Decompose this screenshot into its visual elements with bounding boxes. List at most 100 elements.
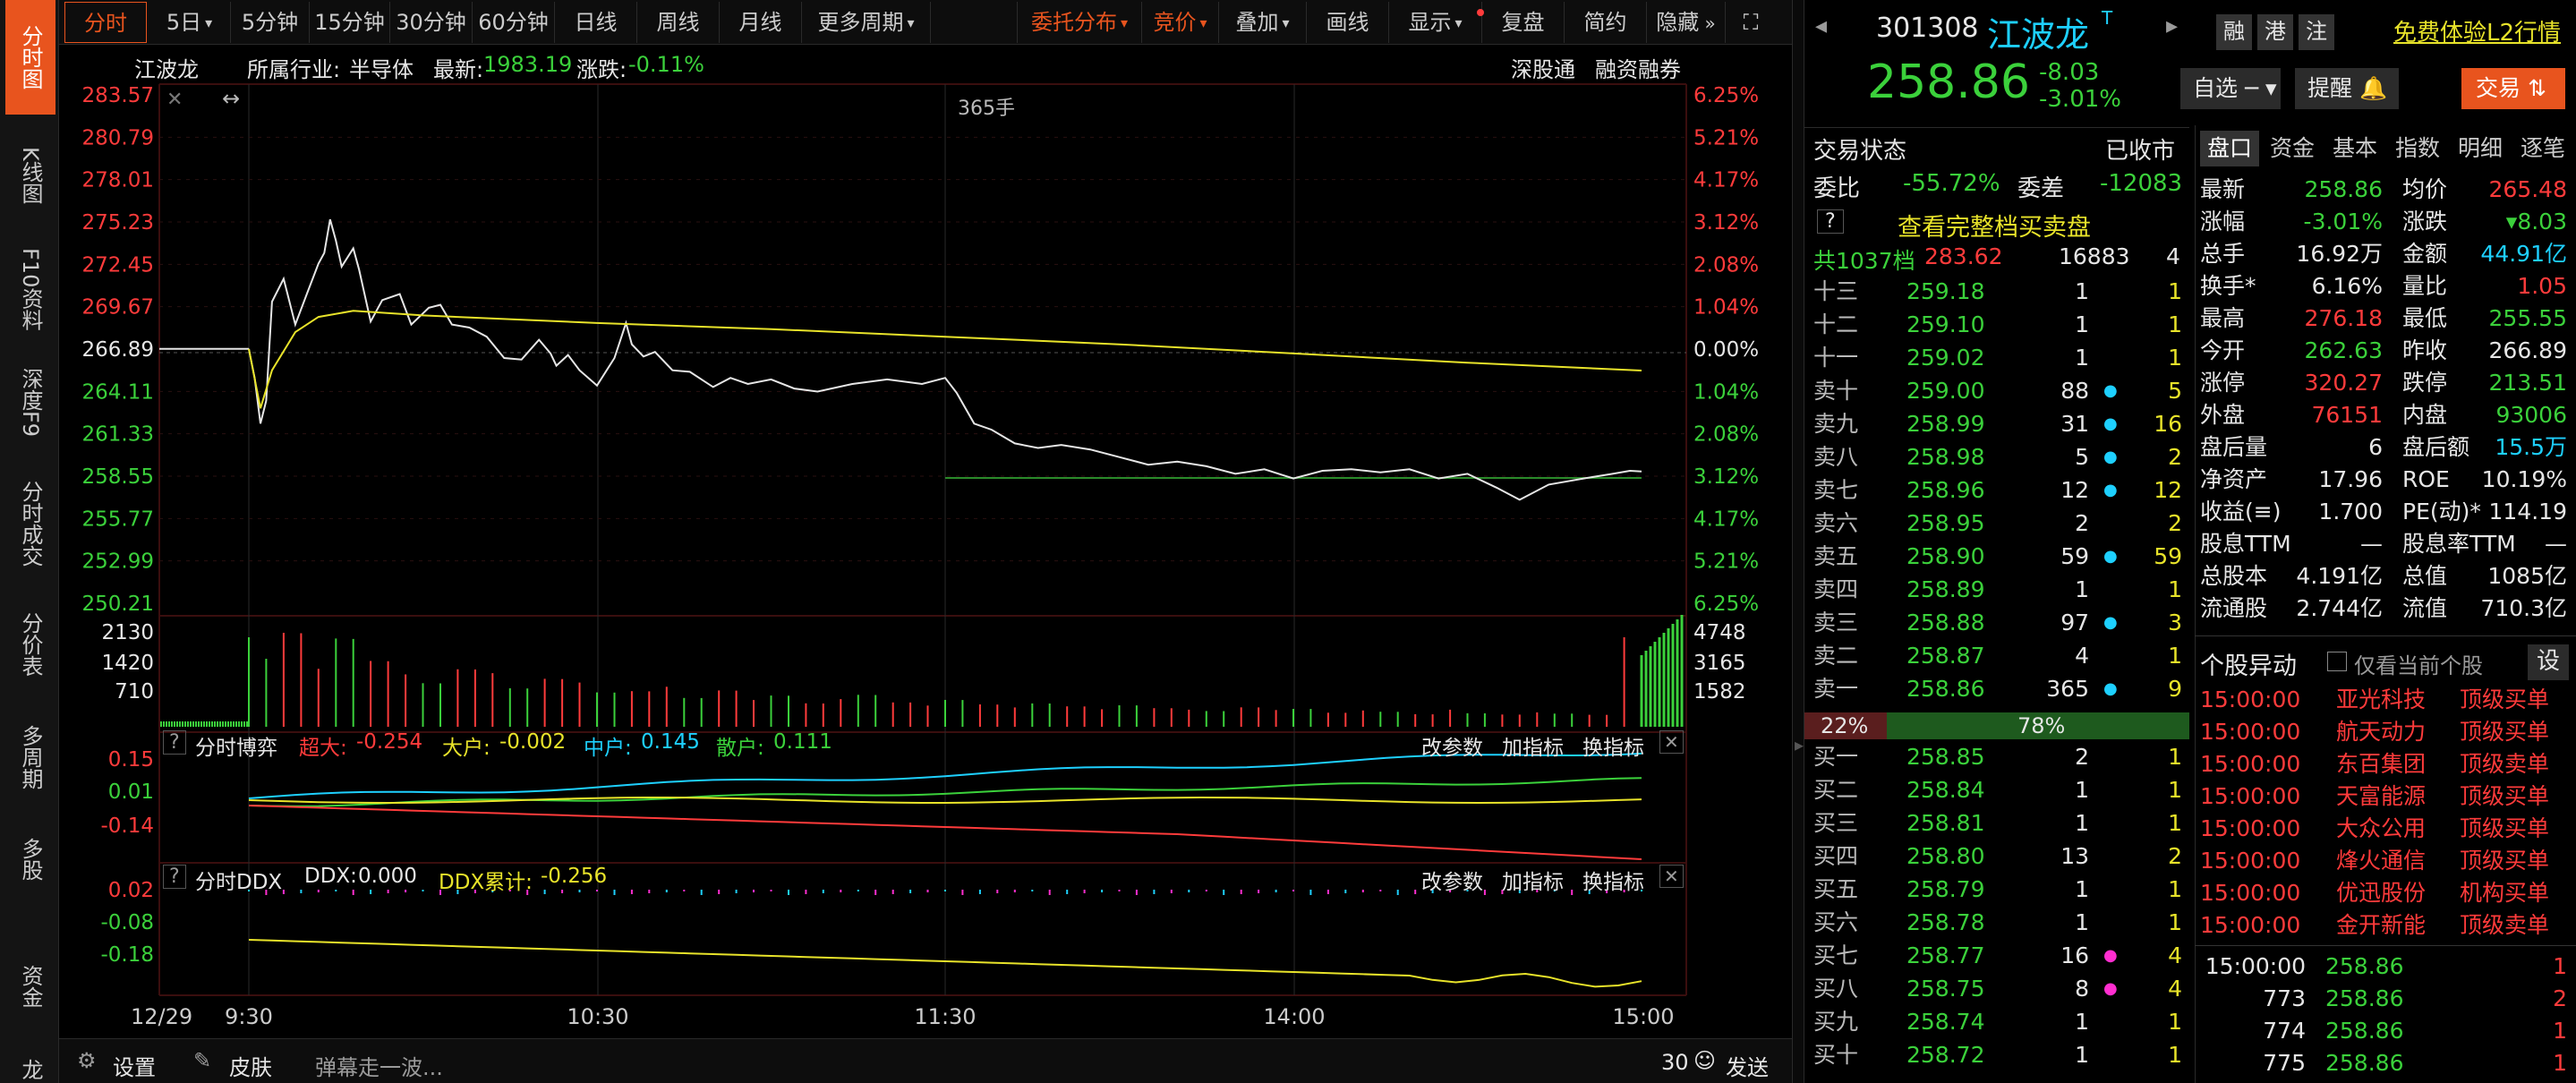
- send-button[interactable]: 发送: [1726, 1055, 1769, 1080]
- info-tab[interactable]: 逐笔: [2520, 135, 2565, 161]
- only-current-label[interactable]: 仅看当前个股: [2354, 653, 2483, 678]
- volume-chart[interactable]: [160, 615, 1684, 727]
- ddx-edit-params[interactable]: 改参数: [1421, 871, 1483, 894]
- simple-button[interactable]: 简约: [1565, 2, 1647, 43]
- mover-row[interactable]: 15:00:00 优迅股份 机构买单: [2200, 877, 2576, 909]
- info-tab[interactable]: 基本: [2332, 135, 2377, 161]
- replay-button[interactable]: 复盘: [1482, 2, 1565, 43]
- book-row[interactable]: 卖十 259.00 88 ● 5: [1813, 375, 2189, 407]
- skin-icon[interactable]: ✎: [193, 1048, 212, 1073]
- prev-stock-icon[interactable]: ◂: [1815, 13, 1828, 39]
- movers-settings[interactable]: 设: [2528, 644, 2569, 680]
- tab-weekly[interactable]: 周线: [637, 2, 720, 43]
- industry-value[interactable]: 半导体: [349, 57, 414, 82]
- draw-button[interactable]: 画线: [1307, 2, 1389, 43]
- nav-timeshare[interactable]: 分时图: [5, 0, 55, 115]
- info-tab[interactable]: 明细: [2457, 135, 2503, 161]
- ddx-chart[interactable]: [248, 890, 1642, 988]
- collapse-icon[interactable]: ▸: [1795, 734, 1804, 755]
- book-row[interactable]: 买五 258.79 1 1: [1813, 874, 2189, 906]
- book-row[interactable]: 卖六 258.95 2 2: [1813, 507, 2189, 540]
- badge-hk[interactable]: 港: [2257, 14, 2293, 50]
- nav-ticks[interactable]: 分时成交: [18, 481, 43, 567]
- hide-button[interactable]: 隐藏 »: [1647, 2, 1726, 43]
- info-tab[interactable]: 指数: [2394, 135, 2440, 161]
- tab-5day[interactable]: 5日: [149, 2, 231, 43]
- book-help-icon[interactable]: ?: [1817, 209, 1844, 234]
- tab-30min[interactable]: 30分钟: [390, 2, 473, 43]
- ddx-cumulative-line[interactable]: [248, 939, 1642, 988]
- tab-5min[interactable]: 5分钟: [231, 2, 310, 43]
- price-line[interactable]: [248, 218, 1642, 501]
- book-row[interactable]: 买一 258.85 2 1: [1813, 741, 2189, 773]
- book-row[interactable]: 卖七 258.96 12 ● 12: [1813, 474, 2189, 507]
- resize-icon[interactable]: ↔: [222, 86, 240, 111]
- trade-button[interactable]: 交易 ⇅: [2461, 68, 2565, 109]
- help-icon[interactable]: ?: [163, 730, 186, 755]
- tab-60min[interactable]: 60分钟: [473, 2, 555, 43]
- book-row[interactable]: 卖八 258.98 5 ● 2: [1813, 441, 2189, 473]
- book-row[interactable]: 买九 258.74 1 1: [1813, 1006, 2189, 1038]
- tab-more-periods[interactable]: 更多周期: [802, 2, 931, 43]
- only-current-checkbox[interactable]: [2327, 652, 2347, 671]
- retail-investor-line[interactable]: [248, 777, 1642, 807]
- badge-margin[interactable]: 融: [2216, 14, 2252, 50]
- mover-row[interactable]: 15:00:00 金开新能 顶级卖单: [2200, 909, 2576, 942]
- book-row[interactable]: 卖一 258.86 365 ● 9: [1813, 673, 2189, 705]
- l2-link[interactable]: 免费体验L2行情: [2393, 20, 2562, 47]
- fullscreen-icon[interactable]: ⛶: [1743, 10, 1759, 35]
- book-row[interactable]: 卖四 258.89 1 1: [1813, 574, 2189, 606]
- mid-investor-line[interactable]: [248, 752, 1642, 799]
- nav-f10[interactable]: F10资料: [18, 247, 43, 331]
- overlay-button[interactable]: 叠加: [1219, 2, 1307, 43]
- ddx-close-icon[interactable]: ✕: [1659, 865, 1684, 888]
- book-row[interactable]: 卖五 258.90 59 ● 59: [1813, 541, 2189, 573]
- average-price-line[interactable]: [248, 310, 1642, 409]
- panel-divider[interactable]: ▸: [1792, 0, 1804, 1083]
- order-distribution-button[interactable]: 委托分布: [1017, 2, 1142, 43]
- mover-row[interactable]: 15:00:00 烽火通信 顶级买单: [2200, 845, 2576, 877]
- danmaku-input[interactable]: 弹幕走一波...: [315, 1055, 443, 1080]
- book-row[interactable]: 买六 258.78 1 1: [1813, 907, 2189, 939]
- large-investor-line[interactable]: [248, 796, 1642, 805]
- skin-label[interactable]: 皮肤: [229, 1055, 272, 1080]
- book-row[interactable]: 买二 258.84 1 1: [1813, 774, 2189, 806]
- ddx-help-icon[interactable]: ?: [163, 865, 186, 889]
- book-row[interactable]: 十二 259.10 1 1: [1813, 309, 2189, 341]
- badge-note[interactable]: 注: [2299, 14, 2334, 50]
- auction-button[interactable]: 竞价: [1142, 2, 1219, 43]
- book-row[interactable]: 买八 258.75 8 ● 4: [1813, 973, 2189, 1005]
- nav-multi-period[interactable]: 多周期: [18, 725, 43, 789]
- mover-row[interactable]: 15:00:00 亚光科技 顶级买单: [2200, 684, 2576, 716]
- nav-funds[interactable]: 资金: [18, 965, 43, 1008]
- book-row[interactable]: 卖九 258.99 31 ● 16: [1813, 408, 2189, 440]
- emoji-icon[interactable]: ☺: [1693, 1048, 1717, 1073]
- link-margin[interactable]: 融资融券: [1595, 57, 1681, 82]
- tab-15min[interactable]: 15分钟: [310, 2, 390, 43]
- settings-icon[interactable]: ⚙: [77, 1048, 97, 1073]
- remind-button[interactable]: 提醒 🔔: [2295, 68, 2399, 109]
- book-row[interactable]: 十三 259.18 1 1: [1813, 276, 2189, 308]
- book-row[interactable]: 卖三 258.88 97 ● 3: [1813, 607, 2189, 639]
- info-tab[interactable]: 盘口: [2200, 131, 2259, 166]
- nav-dragon[interactable]: 龙: [18, 1059, 43, 1080]
- mover-row[interactable]: 15:00:00 大众公用 顶级买单: [2200, 813, 2576, 845]
- ddx-add-indicator[interactable]: 加指标: [1502, 871, 1564, 894]
- link-hk-connect[interactable]: 深股通: [1511, 57, 1575, 82]
- tab-monthly[interactable]: 月线: [720, 2, 802, 43]
- book-row[interactable]: 买三 258.81 1 1: [1813, 807, 2189, 840]
- next-stock-icon[interactable]: ▸: [2166, 13, 2179, 39]
- book-row[interactable]: 买四 258.80 13 2: [1813, 840, 2189, 873]
- mover-row[interactable]: 15:00:00 航天动力 顶级买单: [2200, 716, 2576, 748]
- display-button[interactable]: 显示: [1389, 2, 1482, 43]
- nav-kline[interactable]: K线图: [18, 147, 43, 204]
- close-marker-icon[interactable]: ✕: [166, 89, 183, 111]
- nav-multi-stock[interactable]: 多股: [18, 838, 43, 881]
- game-close-icon[interactable]: ✕: [1659, 730, 1684, 754]
- book-row[interactable]: 买十 258.72 1 1: [1813, 1039, 2189, 1071]
- mover-row[interactable]: 15:00:00 天富能源 顶级买单: [2200, 780, 2576, 813]
- ddx-switch-indicator[interactable]: 换指标: [1582, 871, 1644, 894]
- book-row[interactable]: 十一 259.02 1 1: [1813, 342, 2189, 374]
- super-investor-line[interactable]: [248, 805, 1642, 860]
- book-row[interactable]: 卖二 258.87 4 1: [1813, 640, 2189, 672]
